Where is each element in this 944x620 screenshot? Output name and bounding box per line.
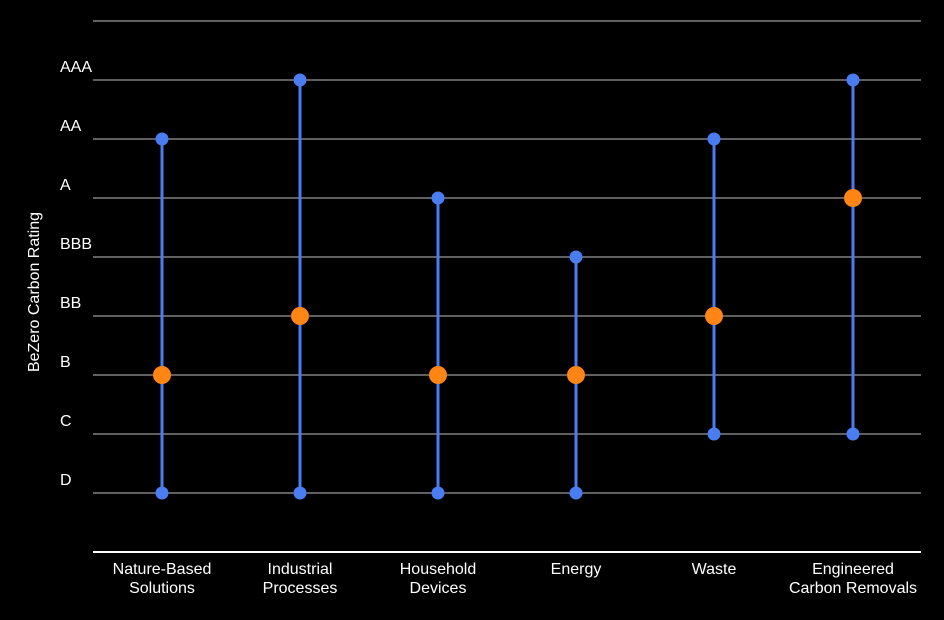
x-tick-label: Engineered Carbon Removals <box>789 561 917 597</box>
x-tick-label: Nature-Based Solutions <box>113 561 212 597</box>
y-tick-label-bb: BB <box>60 295 81 312</box>
range-low-point <box>569 486 583 500</box>
y-tick-label-aa: AA <box>60 118 82 135</box>
y-tick-label-bbb: BBB <box>60 236 92 253</box>
x-tick-label: Energy <box>551 561 602 578</box>
range-high-point <box>293 73 307 87</box>
range-high-point <box>569 250 583 264</box>
marker-point <box>429 366 447 384</box>
marker-point <box>844 189 862 207</box>
range-low-point <box>155 486 169 500</box>
range-lines <box>160 80 855 493</box>
marker-point <box>153 366 171 384</box>
marker-point <box>705 307 723 325</box>
gridlines <box>93 20 921 494</box>
y-tick-label-d: D <box>60 472 72 489</box>
range-low-point <box>293 486 307 500</box>
y-tick-label-b: B <box>60 354 71 371</box>
range-high-point <box>431 191 445 205</box>
marker-point <box>567 366 585 384</box>
marker-point <box>291 307 309 325</box>
range-high-point <box>155 132 169 146</box>
y-tick-label-a: A <box>60 177 71 194</box>
x-tick-label: Industrial Processes <box>263 561 338 597</box>
range-low-point <box>846 427 860 441</box>
data-points <box>153 73 862 500</box>
range-low-point <box>707 427 721 441</box>
range-low-point <box>431 486 445 500</box>
x-tick-label: Household Devices <box>400 561 477 597</box>
range-high-point <box>707 132 721 146</box>
y-tick-label-c: C <box>60 413 72 430</box>
range-high-point <box>846 73 860 87</box>
y-axis-title: BeZero Carbon Rating <box>26 212 43 372</box>
y-tick-label-aaa: AAA <box>60 59 92 76</box>
x-tick-label: Waste <box>692 561 737 578</box>
